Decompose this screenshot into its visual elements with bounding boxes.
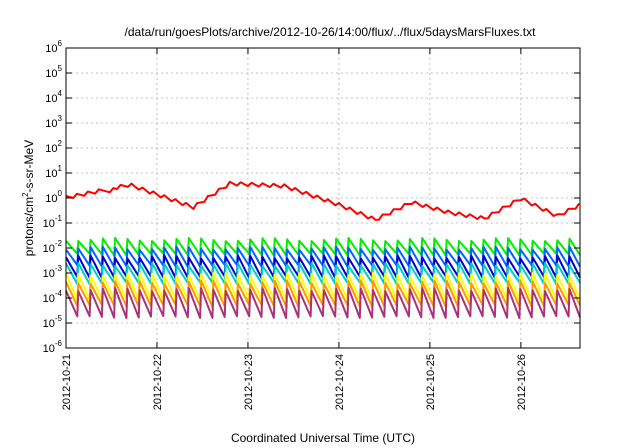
y-tick-label-base: 10: [43, 343, 55, 355]
y-tick-label-exp: -1: [55, 214, 63, 223]
y-tick-label: 10-1: [43, 214, 63, 230]
y-tick-label-exp: -4: [55, 289, 63, 298]
y-tick-label: 104: [45, 89, 62, 105]
x-tick-label: 2012-10-24: [334, 354, 346, 410]
x-axis-ticks: 2012-10-21 2012-10-22 2012-10-23 2012-10-24…: [61, 48, 528, 410]
chart-title: /data/run/goesPlots/archive/2012-10-26/1…: [125, 25, 537, 39]
y-tick-label: 10-5: [43, 314, 63, 330]
y-tick-label-exp: 0: [58, 189, 63, 198]
y-tick-label-exp: 6: [58, 39, 63, 48]
y-tick-label: 100: [45, 189, 62, 205]
y-tick-label: 10-4: [43, 289, 63, 305]
x-tick-label: 2012-10-21: [61, 354, 73, 410]
y-tick-label: 103: [45, 114, 62, 130]
data-series: [65, 180, 581, 319]
y-tick-label-exp: 5: [58, 64, 63, 73]
y-tick-label-base: 10: [45, 118, 57, 130]
series-line-8: [65, 287, 581, 319]
y-tick-label-exp: -5: [55, 314, 63, 323]
y-axis-label: protons/cm2-s-sr-MeV: [21, 140, 36, 256]
y-tick-label-base: 10: [43, 318, 55, 330]
y-tick-label-exp: 3: [58, 114, 63, 123]
y-tick-label-base: 10: [45, 68, 57, 80]
y-tick-label-exp: -2: [55, 239, 63, 248]
x-axis-label: Coordinated Universal Time (UTC): [231, 431, 415, 445]
x-tick-label: 2012-10-22: [152, 354, 164, 410]
x-tick-label: 2012-10-25: [425, 354, 437, 410]
y-tick-label-exp: 2: [58, 139, 63, 148]
y-tick-label-base: 10: [43, 268, 55, 280]
y-tick-label-base: 10: [45, 43, 57, 55]
y-tick-label-base: 10: [45, 143, 57, 155]
y-tick-label-exp: 4: [58, 89, 63, 98]
y-axis-label-rest: -s-sr-MeV: [22, 140, 36, 193]
x-tick-label: 2012-10-23: [243, 354, 255, 410]
y-tick-label-base: 10: [45, 93, 57, 105]
y-tick-label: 10-3: [43, 264, 63, 280]
y-tick-label: 10-6: [43, 339, 63, 355]
y-tick-label-base: 10: [45, 193, 57, 205]
y-tick-label: 101: [45, 164, 62, 180]
y-axis-label-sup: 2: [21, 192, 30, 197]
y-tick-label: 105: [45, 64, 62, 80]
y-tick-label-exp: 1: [58, 164, 63, 173]
y-tick-label-base: 10: [43, 243, 55, 255]
y-axis-label-base: protons/cm: [22, 197, 36, 256]
y-axis-ticks: 10610510410310210110010-110-210-310-410-…: [43, 39, 580, 355]
y-tick-label: 102: [45, 139, 62, 155]
y-tick-label: 10-2: [43, 239, 63, 255]
series-line-1: [65, 180, 580, 221]
y-tick-label-base: 10: [43, 293, 55, 305]
y-tick-label: 106: [45, 39, 62, 55]
y-tick-label-base: 10: [45, 168, 57, 180]
y-tick-label-base: 10: [43, 218, 55, 230]
x-tick-label: 2012-10-26: [516, 354, 528, 410]
y-tick-label-exp: -3: [55, 264, 63, 273]
y-tick-label-exp: -6: [55, 339, 63, 348]
